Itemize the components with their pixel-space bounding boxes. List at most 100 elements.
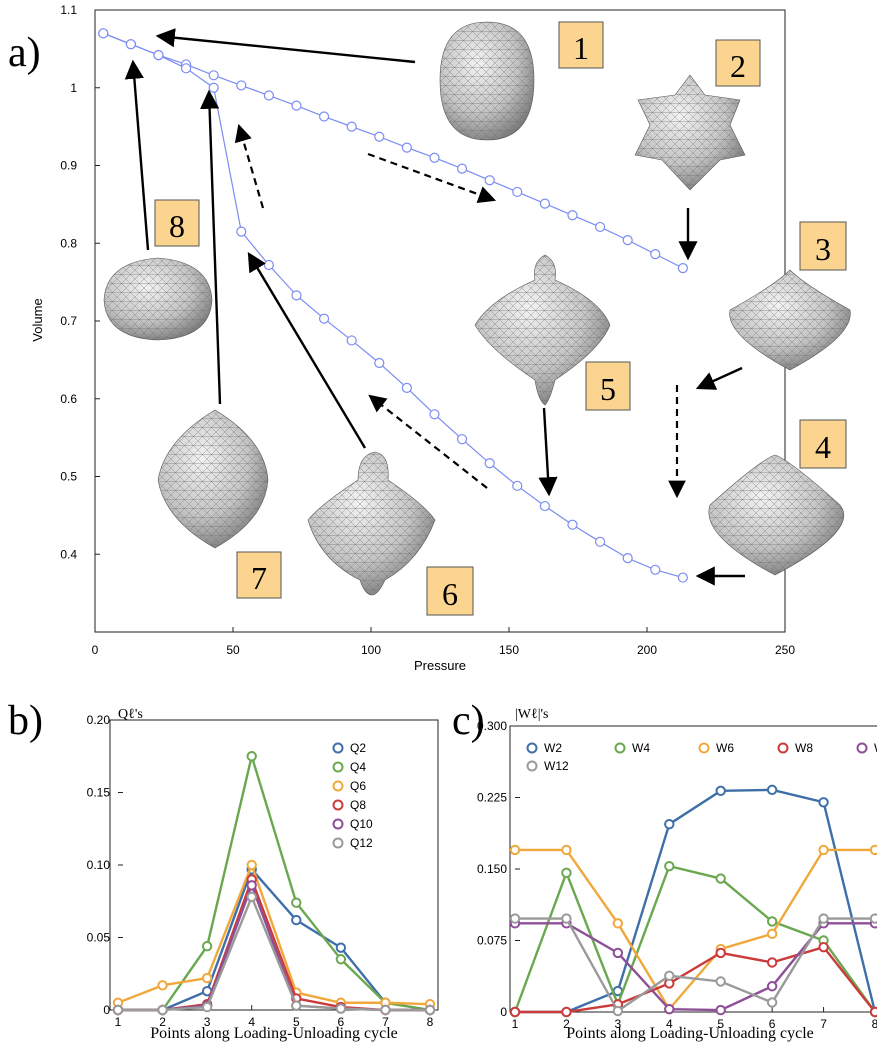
c-legend-label-W2: W2 <box>544 741 562 755</box>
badge-6-label: 6 <box>442 576 458 612</box>
arrow-1 <box>158 36 415 62</box>
b-ytick-label: 0.05 <box>87 931 111 945</box>
badge-3-label: 3 <box>815 231 831 267</box>
a-series-point <box>402 143 411 152</box>
c-point-W8 <box>717 949 725 957</box>
c-legend-label-W8: W8 <box>795 741 813 755</box>
plot-c-title: |Wℓ|'s <box>515 707 549 722</box>
b-ytick-label: 0.20 <box>87 713 111 727</box>
a-ytick-label: 0.7 <box>60 314 77 328</box>
a-series-point <box>237 81 246 90</box>
arrow-7 <box>209 92 220 404</box>
b-point-Q12 <box>114 1006 122 1014</box>
panel-label-a: a) <box>8 30 41 76</box>
c-legend-marker-W6 <box>700 744 709 753</box>
b-point-Q12 <box>426 1006 434 1014</box>
a-xtick-label: 100 <box>361 643 381 657</box>
a-series-point <box>678 573 687 582</box>
shape-4 <box>709 455 844 575</box>
dashed-arrow-snap <box>239 126 263 208</box>
c-xtick-label: 7 <box>820 1017 827 1031</box>
a-series-point <box>375 358 384 367</box>
plot-b-series <box>114 752 434 1014</box>
c-legend-marker-W8 <box>779 744 788 753</box>
a-series-point <box>678 264 687 273</box>
shape-7 <box>158 410 268 548</box>
c-legend-marker-W2 <box>528 744 537 753</box>
a-series-point <box>99 29 108 38</box>
a-xtick-label: 0 <box>92 643 99 657</box>
c-legend-marker-W4 <box>616 744 625 753</box>
a-series-point <box>651 250 660 259</box>
a-xtick-label: 50 <box>226 643 240 657</box>
a-ytick-label: 0.9 <box>60 159 77 173</box>
plot-c-legend: W2 W4 W6 W8 W10 W12 <box>528 741 877 773</box>
shape-3 <box>730 270 851 370</box>
arrow-3 <box>698 368 742 388</box>
plot-b-x-label: Points along Loading-Unloading cycle <box>150 1025 398 1042</box>
b-point-Q4 <box>248 752 256 760</box>
b-legend-marker-Q6 <box>334 782 343 791</box>
c-point-W12 <box>562 914 570 922</box>
b-ytick-label: 0.10 <box>87 858 111 872</box>
a-series-point <box>347 122 356 131</box>
plot-b-y-ticks: 0 0.05 0.10 0.15 0.20 <box>87 713 123 1017</box>
c-point-W10 <box>665 1005 673 1013</box>
c-ytick-label: 0.225 <box>477 791 507 805</box>
a-series-point <box>568 520 577 529</box>
b-legend-marker-Q4 <box>334 763 343 772</box>
badge-4: 4 <box>800 420 846 468</box>
badge-4-label: 4 <box>815 429 831 465</box>
b-line-Q10 <box>118 885 430 1010</box>
b-legend-marker-Q10 <box>334 820 343 829</box>
c-ytick-label: 0.150 <box>477 862 507 876</box>
c-xtick-label: 1 <box>512 1017 519 1031</box>
c-point-W2 <box>717 787 725 795</box>
c-point-W6 <box>819 846 827 854</box>
badge-2: 2 <box>716 40 760 86</box>
c-legend-label-W6: W6 <box>716 741 734 755</box>
b-xtick-label: 1 <box>115 1015 122 1029</box>
a-series-point <box>264 261 273 270</box>
a-series-point <box>292 101 301 110</box>
b-legend-label-Q4: Q4 <box>350 760 366 774</box>
badge-3: 3 <box>800 222 846 270</box>
badge-5-label: 5 <box>600 371 616 407</box>
c-point-W8 <box>819 943 827 951</box>
a-ytick-label: 1 <box>70 81 77 95</box>
plot-a-x-label: Pressure <box>414 658 466 673</box>
c-point-W8 <box>768 958 776 966</box>
a-series-point <box>126 40 135 49</box>
a-series-point <box>568 211 577 220</box>
c-point-W12 <box>871 914 877 922</box>
c-point-W12 <box>511 914 519 922</box>
shape-2 <box>635 75 745 190</box>
shape-8 <box>104 258 212 340</box>
a-series-point <box>651 565 660 574</box>
a-series-point <box>596 537 605 546</box>
plot-c-series <box>511 786 877 1017</box>
c-ytick-label: 0.300 <box>477 719 507 733</box>
c-point-W2 <box>819 798 827 806</box>
c-point-W12 <box>819 914 827 922</box>
a-series-point <box>485 459 494 468</box>
c-point-W10 <box>614 949 622 957</box>
a-series-point <box>264 91 273 100</box>
a-series-point <box>623 236 632 245</box>
c-ytick-label: 0 <box>500 1005 507 1019</box>
a-xtick-label: 150 <box>499 643 519 657</box>
a-series-point <box>182 64 191 73</box>
c-point-W6 <box>871 846 877 854</box>
a-series-point <box>209 83 218 92</box>
c-point-W4 <box>717 874 725 882</box>
badge-8: 8 <box>155 200 199 246</box>
b-point-Q4 <box>292 899 300 907</box>
a-series-point <box>596 222 605 231</box>
c-point-W12 <box>665 972 673 980</box>
shape-1 <box>440 22 534 140</box>
badge-8-label: 8 <box>169 208 185 244</box>
c-point-W10 <box>717 1006 725 1014</box>
b-legend-label-Q2: Q2 <box>350 741 366 755</box>
a-series-point <box>320 112 329 121</box>
badge-1-label: 1 <box>573 30 589 66</box>
